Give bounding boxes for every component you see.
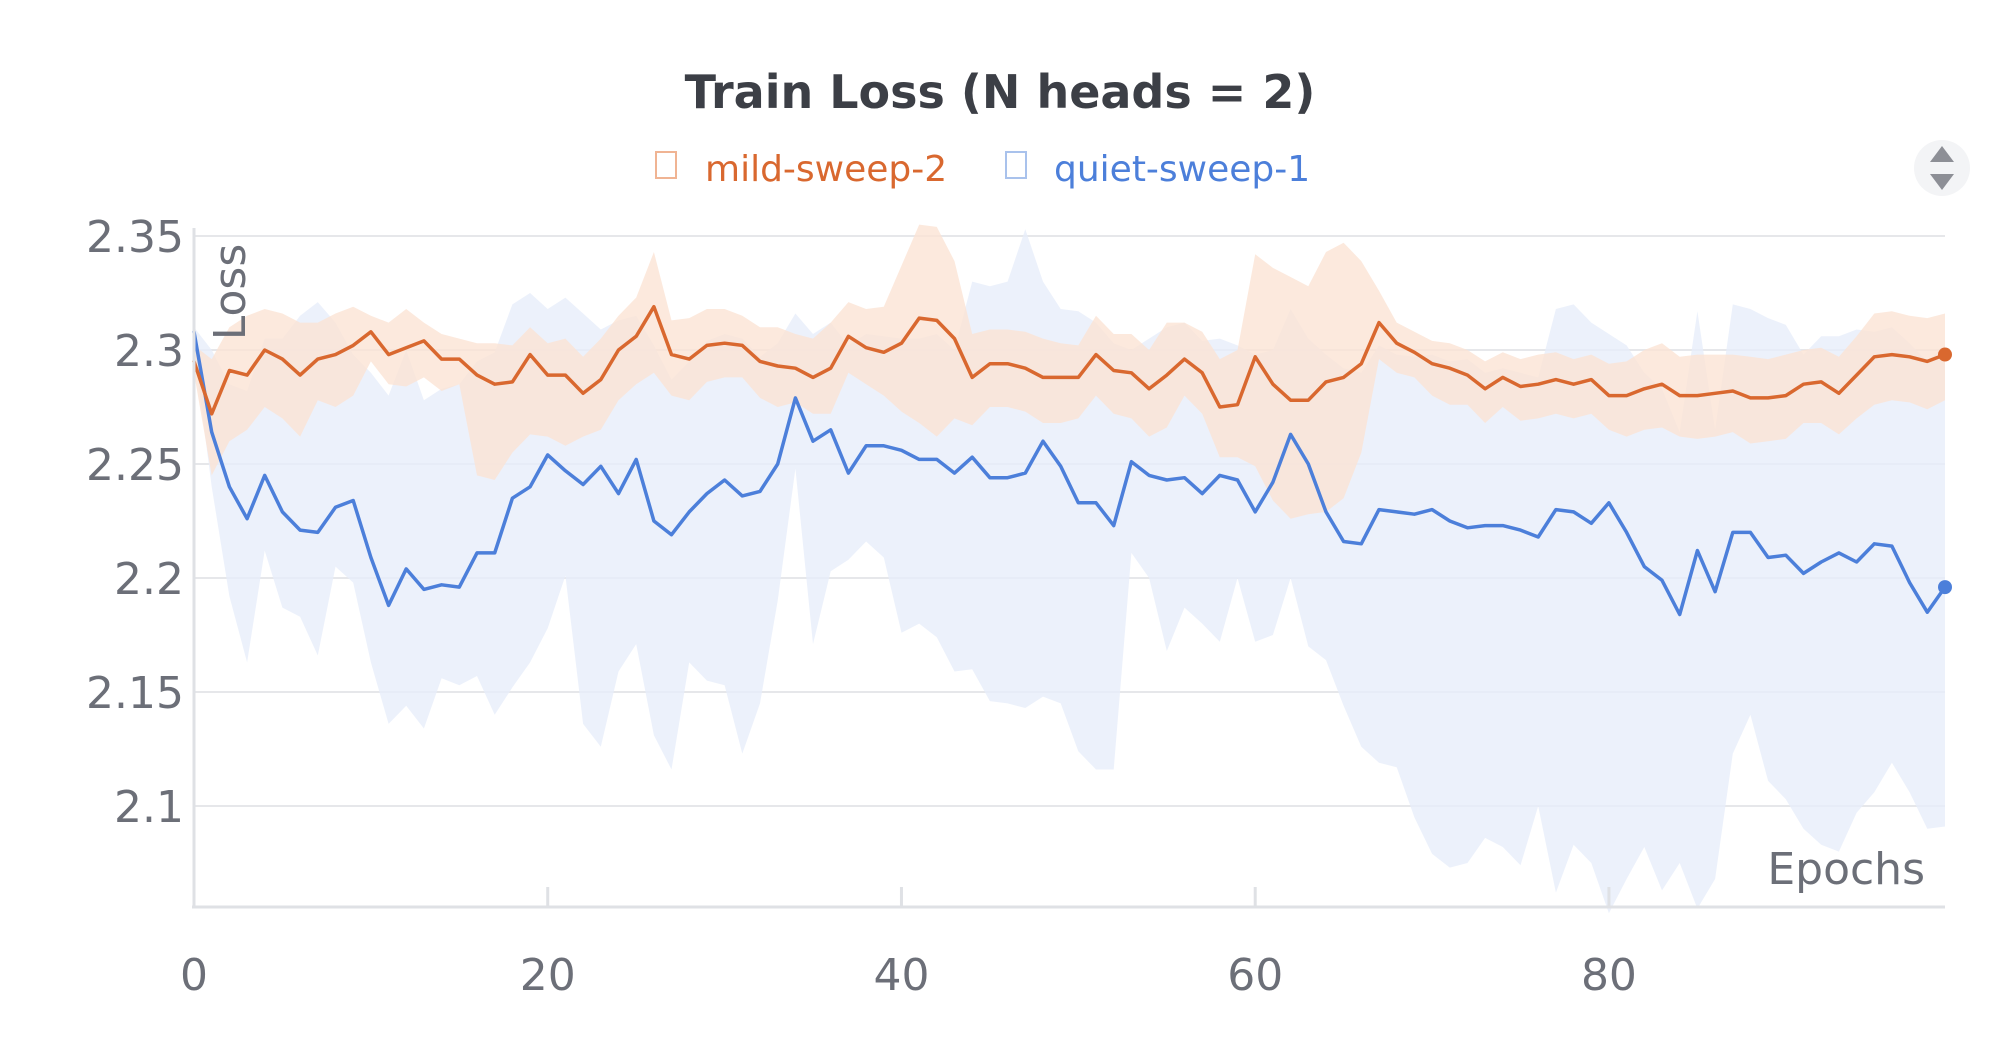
legend: mild-sweep-2 quiet-sweep-1 [655,149,1310,190]
series-lines [192,304,1947,617]
series-end-markers [1938,347,1952,595]
end-point-mild-sweep-2[interactable] [1938,347,1952,362]
line-mild-sweep-2[interactable] [192,304,1947,416]
legend-scroll-up-icon[interactable] [1930,146,1954,162]
legend-swatch-quiet-sweep-1 [1005,151,1027,179]
legend-scroll-background [1914,140,1970,196]
line-quiet-sweep-1[interactable] [192,330,1947,617]
end-point-quiet-sweep-1[interactable] [1938,580,1952,595]
legend-scroll-control[interactable] [1914,140,1970,196]
x-axis-title: Epochs [1767,844,1925,895]
legend-label-quiet-sweep-1: quiet-sweep-1 [1054,149,1310,190]
x-tick-label: 80 [1581,950,1637,1001]
chart-title: Train Loss (N heads = 2) [685,65,1316,119]
legend-swatch-mild-sweep-2 [655,151,677,179]
y-tick-label: 2.1 [114,782,184,833]
legend-item-mild-sweep-2[interactable]: mild-sweep-2 [655,149,947,190]
axes [192,228,1945,909]
legend-scroll-down-icon[interactable] [1930,174,1954,190]
legend-item-quiet-sweep-1[interactable]: quiet-sweep-1 [1005,149,1310,190]
confidence-bands [194,224,1945,914]
y-tick-label: 2.3 [114,326,184,377]
x-axis-ticks: 0 20 40 60 80 [180,887,1637,1001]
y-axis-title: Loss [205,244,256,341]
y-tick-label: 2.25 [86,440,184,491]
x-tick-label: 60 [1227,950,1283,1001]
band-mild-sweep-2 [194,224,1945,519]
x-tick-label: 0 [180,950,208,1001]
band-quiet-sweep-1 [194,229,1945,914]
y-tick-label: 2.15 [86,668,184,719]
y-tick-label: 2.35 [86,212,184,263]
y-tick-label: 2.2 [114,554,184,605]
legend-label-mild-sweep-2: mild-sweep-2 [705,149,947,190]
x-tick-label: 20 [520,950,576,1001]
y-axis-ticks: 2.1 2.15 2.2 2.25 2.3 2.35 [86,212,184,833]
x-tick-label: 40 [873,950,929,1001]
